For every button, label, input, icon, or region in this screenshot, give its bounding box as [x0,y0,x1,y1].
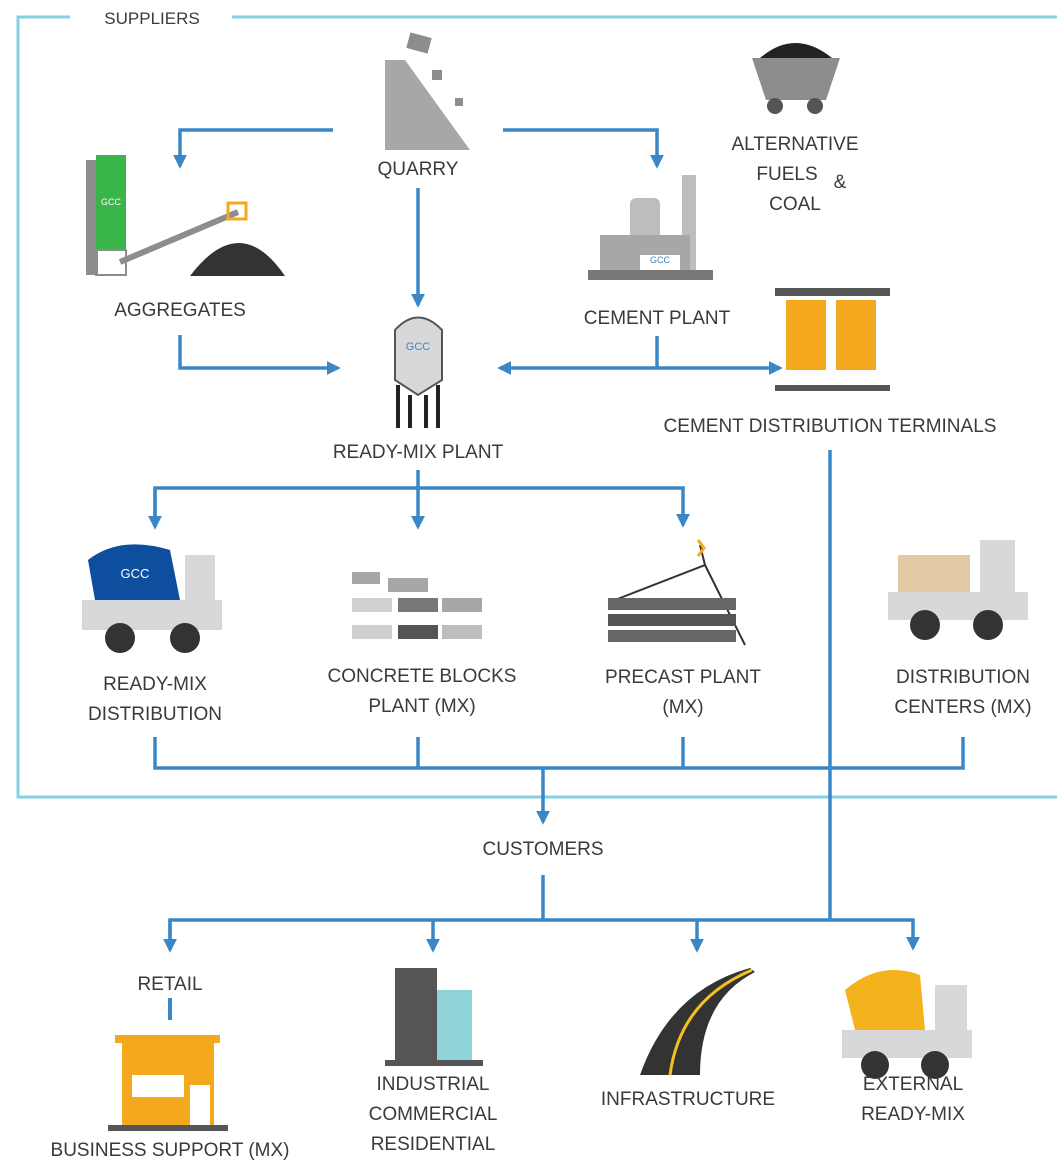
node-label: CONCRETE BLOCKS [328,666,517,687]
frame-label: SUPPLIERS [104,9,199,28]
node-label: EXTERNAL [863,1074,963,1095]
node-label: CENTERS (MX) [894,697,1031,718]
node-label: RETAIL [137,974,202,995]
node-label: PLANT (MX) [368,696,475,717]
node-label: ALTERNATIVE [731,134,858,155]
node-label: FUELS [756,164,817,185]
node-label: CUSTOMERS [482,839,603,860]
brand-logo: GCC [101,197,122,207]
node-label: & [834,172,847,193]
node-label: QUARRY [378,159,459,180]
flows [155,130,963,1020]
node-label: (MX) [662,697,703,718]
node-label: CEMENT PLANT [584,308,731,329]
node-label: READY-MIX [861,1104,965,1125]
node-label: CEMENT DISTRIBUTION TERMINALS [664,416,997,437]
node-label: INFRASTRUCTURE [601,1089,775,1110]
node-label: INDUSTRIAL [377,1074,490,1095]
node-label: PRECAST PLANT [605,667,761,688]
node-label: READY-MIX [103,674,207,695]
brand-logo: GCC [650,255,671,265]
node-label: BUSINESS SUPPORT (MX) [51,1140,290,1161]
supply-chain-diagram: SUPPLIERS GCC [0,0,1057,1165]
brand-logo: GCC [121,566,150,581]
node-label: READY-MIX PLANT [333,442,504,463]
node-label: AGGREGATES [114,300,246,321]
node-label: DISTRIBUTION [896,667,1030,688]
node-label: RESIDENTIAL [371,1134,496,1155]
node-label: COMMERCIAL [369,1104,498,1125]
node-label: DISTRIBUTION [88,704,222,725]
node-label: COAL [769,194,821,215]
brand-logo: GCC [406,341,431,353]
icons: GCC GCC GCC GCC [82,32,1028,1131]
